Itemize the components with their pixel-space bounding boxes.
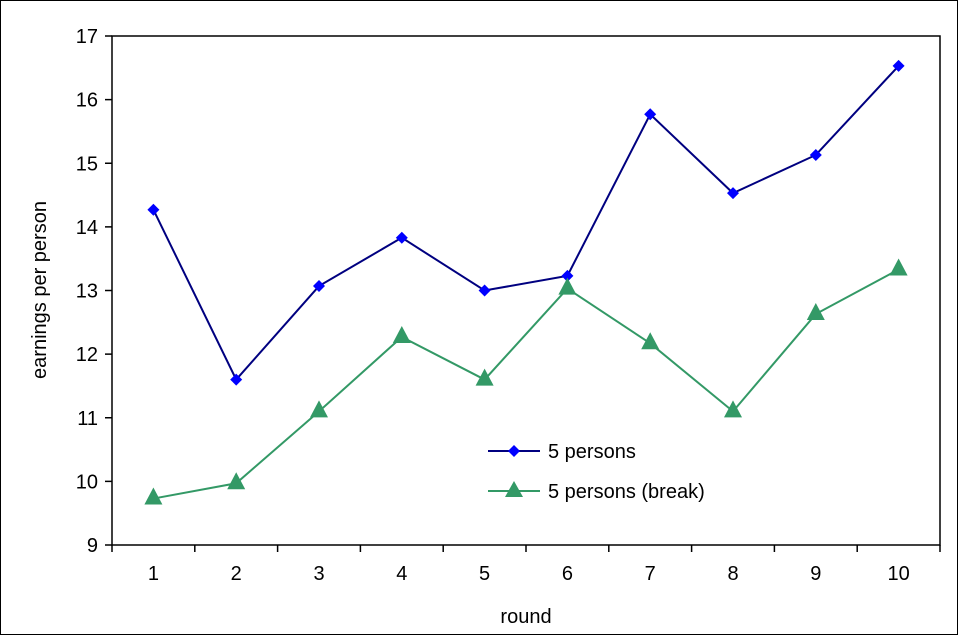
data-point [478,284,491,297]
data-point [806,303,825,321]
y-axis: 9 10 11 12 13 14 15 16 17 [76,26,112,557]
legend-item-5-persons-break: 5 persons (break) [488,481,705,503]
y-tick-label: 13 [76,281,98,303]
series-1 [147,59,905,386]
x-tick-label: 5 [479,563,490,585]
data-point [892,59,905,72]
data-point [641,332,660,350]
y-tick-label: 17 [76,26,98,48]
legend-label: 5 persons [548,441,636,463]
x-tick-label: 10 [887,563,909,585]
series-line [153,268,900,500]
x-tick-label: 4 [396,563,407,585]
legend-label: 5 persons (break) [548,481,705,503]
x-tick-label: 2 [231,563,242,585]
data-point [644,108,657,121]
legend-item-5-persons: 5 persons [488,441,636,463]
plot-area [111,35,941,546]
data-point [809,148,822,161]
data-point [313,280,325,293]
y-tick-label: 11 [77,408,98,430]
data-point [475,368,494,386]
series-2 [144,258,908,505]
data-point [392,325,411,343]
data-point [558,277,577,295]
x-axis: 1 2 3 4 5 6 7 8 9 10 [111,545,941,585]
y-tick-label: 16 [76,90,98,112]
data-point [561,269,574,282]
legend-swatch-marker [508,445,520,457]
data-point [230,373,243,386]
y-tick-label: 10 [76,471,98,493]
data-point [144,487,163,505]
x-axis-label: round [500,606,551,628]
x-tick-label: 1 [148,563,159,585]
legend: 5 persons 5 persons (break) [488,441,705,503]
data-point [724,400,742,418]
data-point [889,258,908,276]
x-tick-label: 7 [645,563,656,585]
x-tick-label: 6 [562,563,573,585]
series-layer [144,59,908,505]
y-tick-label: 14 [76,217,98,239]
legend-swatch-marker [505,481,523,497]
y-axis-label: earnings per person [29,201,51,379]
data-point [310,400,328,418]
y-tick-label: 15 [76,153,98,175]
data-point [147,203,160,216]
x-tick-label: 3 [313,563,324,585]
x-tick-label: 9 [810,563,821,585]
series-line [152,65,900,382]
data-point [227,472,246,490]
x-tick-label: 8 [727,563,738,585]
data-point [395,231,408,244]
y-tick-label: 12 [76,344,98,366]
data-point [727,187,739,200]
y-tick-label: 9 [87,535,98,557]
